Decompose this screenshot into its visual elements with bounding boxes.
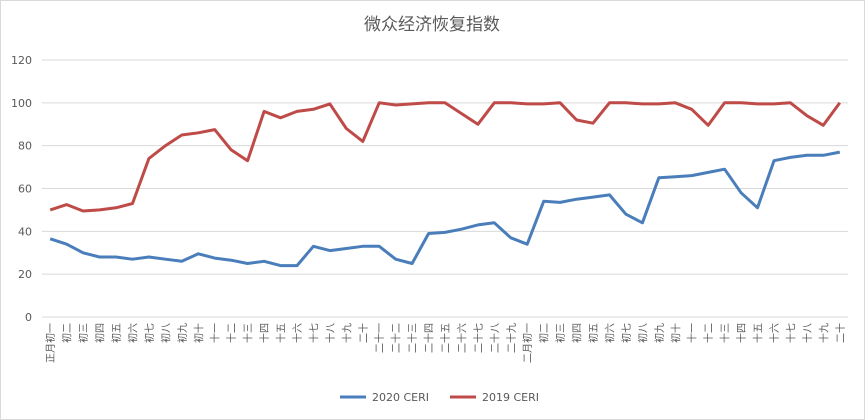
x-tick-label: 初四: [94, 323, 107, 343]
x-tick-label: 初三: [554, 323, 567, 343]
x-tick-label: 二十四: [423, 323, 436, 353]
x-tick-label: 二十: [834, 323, 847, 343]
x-tick-label: 十九: [340, 323, 353, 343]
x-tick-label: 二十二: [390, 323, 403, 353]
x-tick-label: 十七: [784, 323, 797, 343]
x-tick-label: 初二: [538, 323, 551, 343]
x-tick-label: 十五: [275, 323, 288, 343]
x-tick-label: 初九: [653, 323, 666, 343]
x-tick-label: 初九: [176, 323, 189, 343]
x-tick-label: 十六: [768, 323, 781, 343]
x-tick-label: 初八: [159, 323, 172, 343]
x-tick-label: 十九: [817, 323, 830, 343]
y-tick-label: 120: [11, 54, 32, 67]
x-tick-label: 十一: [686, 323, 699, 343]
x-tick-label: 初二: [61, 323, 74, 343]
x-tick-label: 初五: [110, 323, 123, 343]
x-tick-label: 十四: [735, 323, 748, 343]
x-tick-label: 初三: [77, 323, 90, 343]
x-tick-label: 十八: [324, 323, 337, 343]
x-tick-label: 二十: [357, 323, 370, 343]
x-tick-label: 初七: [143, 323, 156, 343]
x-tick-label: 十四: [258, 323, 271, 343]
x-tick-label: 二十六: [455, 323, 468, 353]
x-tick-label: 初六: [603, 323, 616, 343]
x-tick-label: 十八: [801, 323, 814, 343]
x-tick-label: 初六: [126, 323, 139, 343]
y-tick-label: 80: [18, 140, 32, 153]
x-tick-label: 初七: [620, 323, 633, 343]
y-tick-label: 100: [11, 97, 32, 110]
x-tick-label: 十七: [307, 323, 320, 343]
x-tick-label: 二十八: [488, 323, 501, 353]
line-series: [49, 101, 842, 213]
x-tick-label: 二十一: [373, 323, 386, 353]
x-tick-label: 二十九: [505, 323, 518, 353]
x-tick-label: 正月初一: [44, 323, 57, 363]
x-tick-label: 十二: [702, 323, 715, 343]
line-series: [49, 150, 841, 268]
y-tick-label: 60: [18, 183, 32, 196]
x-tick-label: 初十: [192, 323, 205, 343]
x-tick-label: 十六: [291, 323, 304, 343]
y-tick-label: 20: [18, 268, 32, 281]
x-tick-label: 二十五: [439, 323, 452, 353]
x-tick-label: 二月初一: [521, 323, 534, 363]
x-tick-label: 初四: [571, 323, 584, 343]
y-tick-label: 40: [18, 225, 32, 238]
x-tick-label: 十五: [752, 323, 765, 343]
x-tick-label: 初五: [587, 323, 600, 343]
x-tick-label: 十二: [225, 323, 238, 343]
x-tick-label: 十三: [719, 323, 732, 343]
x-tick-label: 初十: [669, 323, 682, 343]
chart-title: 微众经济恢复指数: [364, 15, 500, 35]
legend-label: 2019 CERI: [482, 391, 539, 404]
x-tick-label: 二十七: [472, 323, 485, 353]
x-tick-label: 初八: [636, 323, 649, 343]
x-tick-label: 十一: [209, 323, 222, 343]
legend-label: 2020 CERI: [372, 391, 429, 404]
x-tick-label: 十三: [242, 323, 255, 343]
x-tick-label: 二十三: [406, 323, 419, 353]
y-tick-label: 0: [25, 311, 32, 324]
